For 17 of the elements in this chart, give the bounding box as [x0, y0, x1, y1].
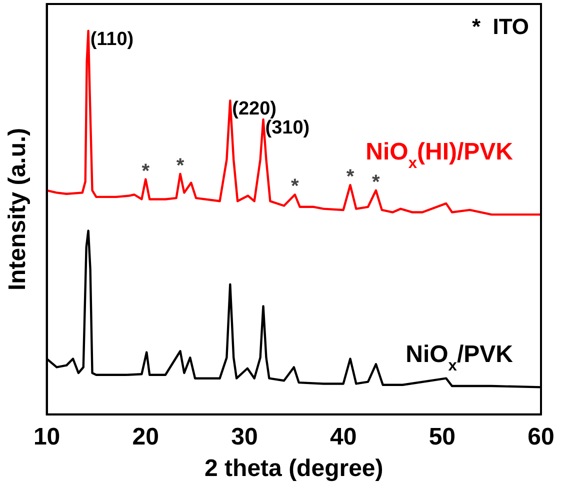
annotation: * [142, 160, 150, 182]
annotation: (110) [90, 28, 134, 50]
x-tick-label: 10 [33, 423, 60, 450]
annotation: (220) [232, 98, 277, 120]
annotation: * ITO [472, 14, 530, 39]
x-tick-label: 50 [428, 423, 456, 450]
annotation: * [290, 176, 299, 198]
annotation: * [346, 166, 354, 188]
y-axis-title: Intensity (a.u.) [4, 128, 32, 291]
x-tick-label: 60 [528, 423, 554, 450]
annotation: (310) [265, 117, 310, 138]
annotation: * [372, 171, 380, 194]
annotation: * [176, 154, 184, 177]
x-tick-label: 40 [330, 423, 357, 450]
x-tick-label: 30 [231, 423, 258, 450]
x-axis-title: 2 theta (degree) [204, 455, 384, 482]
x-tick-label: 20 [132, 423, 159, 450]
